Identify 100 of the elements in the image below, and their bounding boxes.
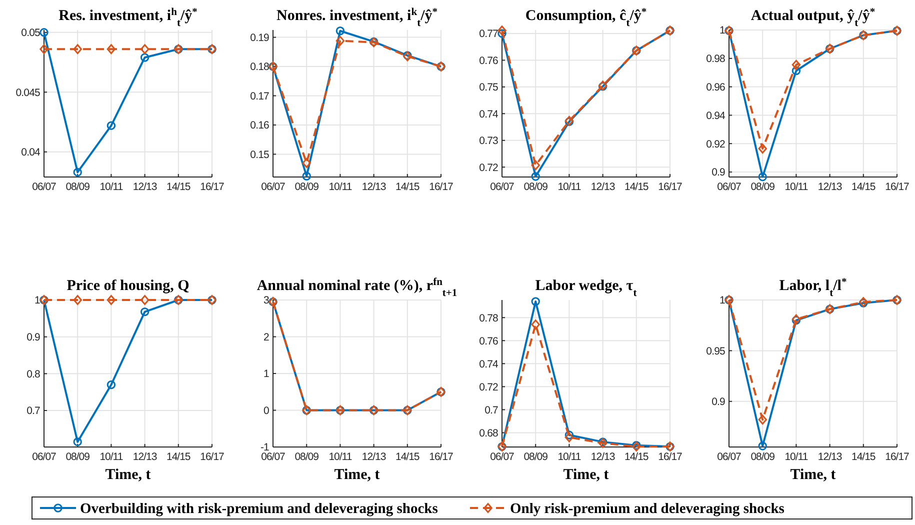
- x-tick-label: 12/13: [590, 181, 616, 193]
- x-tick-label: 06/07: [32, 451, 57, 463]
- point: [140, 53, 150, 62]
- x-tick-label: 10/11: [558, 181, 582, 193]
- x-tick-label: 08/09: [524, 181, 548, 193]
- x-tick-label: 16/17: [429, 181, 454, 193]
- x-tick-label: 14/15: [166, 181, 191, 193]
- y-tick-label: 0.78: [479, 312, 499, 324]
- x-tick-label: 06/07: [490, 181, 515, 193]
- point: [792, 66, 801, 76]
- x-tick-label: 16/17: [429, 451, 454, 463]
- y-tick-label: 0.75: [479, 82, 499, 94]
- y-tick-label: 0.19: [250, 32, 270, 44]
- legend-label: Only risk-premium and deleveraging shocks: [510, 501, 785, 517]
- y-tick-label: 0.72: [479, 381, 499, 394]
- y-tick-label: 0.95: [706, 345, 726, 358]
- point: [140, 295, 150, 305]
- x-tick-label: 10/11: [328, 451, 352, 463]
- y-tick-label: 0.72: [479, 162, 499, 174]
- y-tick-label: 0.8: [26, 368, 41, 380]
- chart-title: Price of housing, Q: [66, 278, 190, 294]
- y-tick-label: 0.045: [16, 86, 41, 99]
- x-tick-label: 16/17: [885, 181, 910, 193]
- x-tick-label: 14/15: [396, 451, 420, 463]
- point: [73, 168, 82, 177]
- x-tick-label: 08/09: [524, 451, 548, 463]
- point: [531, 172, 540, 181]
- x-tick-label: 14/15: [624, 181, 649, 193]
- y-tick-label: 0: [264, 404, 270, 417]
- y-tick-label: 0.92: [706, 138, 726, 150]
- x-tick-label: 12/13: [590, 451, 616, 463]
- x-axis-title: Time, t: [563, 467, 609, 483]
- point: [73, 437, 82, 446]
- y-tick-label: 0.15: [250, 148, 270, 161]
- x-tick-label: 12/13: [132, 181, 158, 193]
- x-tick-label: 16/17: [200, 451, 225, 463]
- x-tick-label: 14/15: [852, 181, 876, 193]
- x-tick-label: 06/07: [261, 451, 286, 463]
- x-tick-label: 08/09: [750, 451, 776, 463]
- x-tick-label: 14/15: [166, 451, 191, 463]
- y-tick-label: 0.76: [479, 54, 499, 67]
- x-tick-label: 12/13: [132, 451, 158, 463]
- y-tick-label: 0.73: [479, 135, 499, 148]
- x-tick-label: 08/09: [66, 181, 90, 193]
- x-tick-label: 10/11: [784, 181, 808, 193]
- point: [336, 26, 345, 36]
- y-tick-label: 1: [264, 368, 270, 380]
- point: [140, 44, 150, 54]
- chart-title: Labor, l$_{t}$/l$^{*}$: [779, 276, 847, 298]
- x-tick-label: 06/07: [490, 451, 515, 463]
- y-tick-label: 0.17: [250, 90, 270, 102]
- x-tick-label: 16/17: [885, 451, 910, 463]
- point: [758, 144, 767, 154]
- point: [531, 297, 540, 306]
- x-tick-label: 08/09: [294, 451, 320, 463]
- point: [40, 28, 48, 37]
- y-tick-label: 0.98: [706, 53, 726, 66]
- point: [531, 320, 540, 330]
- chart-title: Res. investment, i$^{h}$$_{t}$/ŷ$^{*}$: [58, 6, 198, 28]
- point: [73, 295, 82, 305]
- x-axis-title: Time, t: [790, 467, 836, 483]
- point: [106, 380, 116, 390]
- point: [106, 295, 116, 305]
- chart-title: Actual output, ŷ$_{t}$/ŷ$^{*}$: [750, 6, 876, 28]
- point: [758, 172, 767, 182]
- point: [302, 172, 311, 180]
- chart-title: Consumption, ĉ$_{t}$/ŷ$^{*}$: [525, 6, 647, 28]
- point: [498, 26, 506, 36]
- y-tick-label: 0.16: [250, 120, 270, 132]
- x-axis-title: Time, t: [105, 467, 151, 483]
- y-tick-label: 0.7: [484, 404, 499, 416]
- y-tick-label: 0.7: [26, 405, 41, 418]
- chart-title: Nonres. investment, i$^{k}$$_{t}$/ŷ$^{*}$: [276, 6, 438, 28]
- x-tick-label: 10/11: [100, 181, 124, 193]
- y-tick-label: 0.74: [479, 108, 499, 120]
- y-tick-label: 1: [720, 294, 726, 307]
- point: [564, 430, 574, 440]
- y-tick-label: 0.9: [26, 332, 41, 344]
- y-tick-label: 0.77: [479, 28, 499, 40]
- chart-title: Labor wedge, τ$_{t}$: [535, 278, 638, 298]
- x-tick-label: 16/17: [658, 181, 683, 193]
- x-tick-label: 14/15: [396, 181, 420, 193]
- y-tick-label: 0.18: [250, 61, 270, 74]
- x-tick-label: 06/07: [717, 451, 742, 463]
- point: [792, 60, 801, 70]
- x-tick-label: 10/11: [328, 181, 352, 193]
- x-tick-label: 06/07: [717, 181, 742, 193]
- y-tick-label: 0.94: [706, 110, 726, 122]
- legend-label: Overbuilding with risk-premium and deleveraging shocks: [80, 501, 438, 517]
- x-tick-label: 10/11: [784, 451, 808, 463]
- x-tick-label: 10/11: [558, 451, 582, 463]
- y-tick-label: 0.96: [706, 81, 726, 94]
- point: [106, 121, 116, 130]
- point: [73, 44, 82, 54]
- y-tick-label: 1: [34, 294, 41, 307]
- x-tick-label: 12/13: [818, 451, 842, 463]
- y-tick-label: 0.05: [21, 27, 41, 40]
- y-tick-label: -1: [260, 442, 270, 454]
- x-tick-label: 12/13: [818, 181, 842, 193]
- x-tick-label: 06/07: [32, 181, 57, 193]
